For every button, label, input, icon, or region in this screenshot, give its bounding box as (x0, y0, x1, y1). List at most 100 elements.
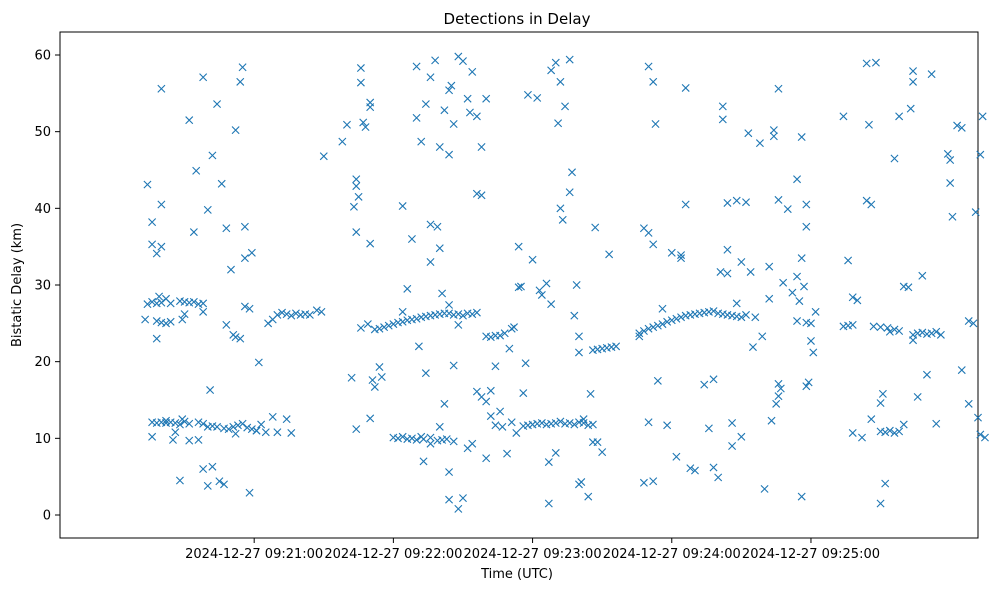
data-point (363, 320, 372, 329)
data-point (375, 324, 384, 333)
data-point (639, 478, 648, 487)
y-tick-label: 20 (34, 355, 51, 370)
data-point (273, 428, 282, 437)
data-point (445, 309, 454, 318)
data-point (946, 156, 955, 165)
data-point (591, 223, 600, 232)
data-point (199, 419, 208, 428)
data-point (454, 320, 463, 329)
data-point (957, 123, 966, 132)
y-tick-label: 50 (34, 125, 51, 140)
data-point (152, 334, 161, 343)
data-point (588, 420, 597, 429)
data-point (449, 361, 458, 370)
data-point (199, 73, 208, 82)
x-axis-label: Time (UTC) (480, 567, 553, 582)
data-point (876, 499, 885, 508)
data-point (765, 262, 774, 271)
data-point (737, 258, 746, 266)
data-point (417, 137, 426, 146)
data-point (240, 254, 249, 263)
data-point (171, 428, 180, 437)
data-point (245, 488, 254, 497)
data-point (746, 267, 755, 276)
data-point (644, 324, 653, 333)
data-point (862, 196, 871, 205)
data-point (964, 317, 973, 326)
data-point (885, 426, 894, 435)
data-point (793, 272, 802, 281)
data-point (878, 389, 887, 398)
data-point (881, 428, 890, 437)
data-point (909, 336, 918, 345)
data-point (795, 297, 804, 306)
data-point (577, 478, 586, 487)
data-point (667, 248, 676, 257)
data-point (342, 120, 351, 129)
data-point (767, 416, 776, 425)
data-point (644, 418, 653, 427)
data-point (774, 195, 783, 204)
data-point (208, 462, 217, 471)
data-point (788, 288, 797, 297)
data-point (551, 448, 560, 457)
data-point (651, 120, 660, 128)
data-point (496, 331, 505, 340)
data-point (862, 59, 871, 68)
data-point (802, 382, 811, 391)
data-point (765, 294, 774, 303)
data-point (732, 299, 741, 308)
data-point (199, 299, 208, 308)
data-point (445, 150, 454, 159)
data-point (503, 449, 512, 458)
data-point (871, 58, 880, 67)
data-point (440, 106, 449, 115)
data-point (978, 112, 987, 121)
data-point (287, 311, 296, 320)
data-point (895, 327, 904, 335)
data-point (282, 415, 291, 424)
data-point (398, 317, 407, 326)
data-point (649, 323, 658, 332)
data-point (612, 342, 621, 351)
data-point (143, 180, 152, 189)
data-point (554, 119, 563, 128)
data-point (366, 239, 375, 248)
data-point (586, 389, 595, 398)
data-point (584, 492, 593, 501)
data-point (593, 438, 602, 447)
data-point (498, 422, 507, 431)
data-point (558, 215, 567, 224)
data-point (544, 458, 553, 467)
data-point (943, 149, 952, 158)
data-point (658, 304, 667, 313)
data-point (199, 307, 208, 316)
data-point (238, 419, 247, 428)
data-point (658, 320, 667, 329)
data-point (208, 151, 217, 160)
data-point (758, 332, 767, 341)
data-point (477, 191, 486, 200)
data-point (226, 265, 235, 274)
data-point (867, 200, 876, 209)
data-point (793, 317, 802, 326)
data-point (809, 348, 818, 357)
data-point (421, 100, 430, 109)
data-point (848, 320, 857, 329)
data-point (166, 317, 175, 326)
data-point (537, 419, 546, 427)
data-point (895, 427, 904, 436)
data-point (922, 370, 931, 379)
data-point (800, 282, 808, 291)
data-point (883, 323, 892, 332)
data-point (653, 321, 662, 330)
data-point (579, 419, 588, 427)
data-point (175, 476, 184, 485)
data-point (853, 296, 862, 305)
data-point (254, 358, 263, 367)
data-point (714, 473, 723, 482)
data-point (178, 415, 187, 424)
data-point (398, 432, 407, 441)
data-point (906, 104, 915, 113)
data-point (500, 329, 509, 338)
